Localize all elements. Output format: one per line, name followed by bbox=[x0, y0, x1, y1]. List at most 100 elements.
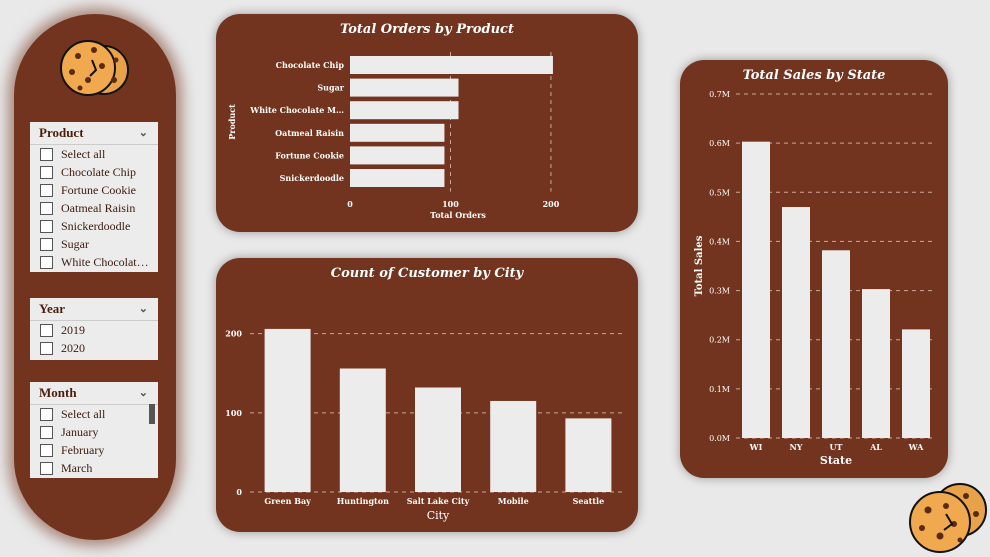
bar bbox=[350, 169, 445, 187]
bar bbox=[350, 123, 445, 142]
y-axis-label: Product bbox=[227, 104, 237, 140]
x-tick-label: 200 bbox=[543, 199, 560, 209]
category-label: AL bbox=[869, 442, 882, 452]
category-label: UT bbox=[830, 442, 843, 452]
checkbox-icon[interactable] bbox=[40, 147, 53, 161]
bar bbox=[264, 328, 311, 492]
bar bbox=[742, 141, 770, 438]
x-tick-label: 100 bbox=[442, 199, 459, 209]
month-slicer: Month ⌄ Select all January February Marc… bbox=[30, 382, 158, 478]
x-axis-label: Total Orders bbox=[430, 210, 486, 220]
category-label: White Chocolate M… bbox=[249, 105, 344, 115]
y-tick-label: 0 bbox=[236, 487, 242, 497]
bar bbox=[490, 400, 537, 492]
bar bbox=[350, 78, 459, 97]
x-axis-label: City bbox=[427, 509, 450, 522]
slicer-item-january[interactable]: January bbox=[30, 423, 158, 441]
checkbox-icon[interactable] bbox=[40, 407, 53, 421]
year-slicer-title: Year bbox=[39, 301, 65, 316]
category-label: Salt Lake City bbox=[407, 496, 470, 506]
slicer-item-white-chocolate[interactable]: White Chocolat… bbox=[30, 253, 158, 271]
y-tick-label: 0.1M bbox=[709, 385, 730, 394]
bar bbox=[822, 250, 850, 438]
checkbox-icon[interactable] bbox=[40, 219, 53, 233]
sales-by-state-chart: 0.0M 0.1M 0.2M 0.3M 0.4M 0.5M 0.6M 0.7M WI NY UT AL… bbox=[694, 90, 936, 467]
category-label: Huntington bbox=[337, 496, 389, 506]
checkbox-icon[interactable] bbox=[40, 341, 53, 355]
chart-title: Count of Customer by City bbox=[330, 266, 524, 281]
product-slicer-title: Product bbox=[39, 125, 84, 140]
slicer-item-select-all[interactable]: Select all bbox=[30, 405, 158, 423]
checkbox-icon[interactable] bbox=[40, 201, 53, 215]
bar bbox=[862, 289, 890, 438]
chart-title: Total Sales by State bbox=[742, 68, 886, 83]
x-tick-label: 0 bbox=[347, 199, 353, 209]
slicer-item-oatmeal-raisin[interactable]: Oatmeal Raisin bbox=[30, 199, 158, 217]
year-slicer: Year ⌄ 2019 2020 bbox=[30, 298, 158, 360]
category-label: Mobile bbox=[498, 496, 529, 506]
y-tick-label: 100 bbox=[225, 408, 242, 418]
orders-by-product-panel: Total Orders by Product 0 100 200 Chocolate… bbox=[216, 14, 638, 232]
category-label: WI bbox=[749, 442, 763, 452]
slicer-item-snickerdoodle[interactable]: Snickerdoodle bbox=[30, 217, 158, 235]
slicer-scrollbar[interactable] bbox=[149, 404, 155, 424]
category-label: Snickerdoodle bbox=[280, 173, 344, 183]
slicer-item-march[interactable]: March bbox=[30, 459, 158, 477]
y-axis-label: Total Sales bbox=[694, 235, 705, 296]
checkbox-icon[interactable] bbox=[40, 165, 53, 179]
month-slicer-title: Month bbox=[39, 385, 77, 400]
slicer-item-select-all[interactable]: Select all bbox=[30, 145, 158, 163]
category-label: Fortune Cookie bbox=[275, 150, 344, 160]
chevron-down-icon[interactable]: ⌄ bbox=[138, 303, 148, 315]
category-label: NY bbox=[789, 442, 802, 452]
y-tick-label: 0.2M bbox=[709, 336, 730, 345]
y-tick-label: 0.5M bbox=[709, 188, 730, 197]
category-label: Seattle bbox=[573, 496, 605, 506]
slicer-item-fortune-cookie[interactable]: Fortune Cookie bbox=[30, 181, 158, 199]
year-slicer-header[interactable]: Year ⌄ bbox=[30, 298, 158, 321]
chart-title: Total Orders by Product bbox=[340, 22, 514, 37]
category-label: Sugar bbox=[317, 83, 344, 93]
slicer-item-february[interactable]: February bbox=[30, 441, 158, 459]
x-axis-label: State bbox=[820, 454, 852, 467]
product-slicer: Product ⌄ Select all Chocolate Chip Fort… bbox=[30, 122, 158, 272]
category-label: Chocolate Chip bbox=[276, 60, 345, 70]
y-tick-label: 0.7M bbox=[709, 90, 730, 99]
bar bbox=[350, 146, 445, 165]
checkbox-icon[interactable] bbox=[40, 443, 53, 457]
slicer-item-2019[interactable]: 2019 bbox=[30, 321, 158, 339]
bar bbox=[415, 387, 461, 492]
bar bbox=[565, 418, 612, 492]
slicer-item-chocolate-chip[interactable]: Chocolate Chip bbox=[30, 163, 158, 181]
bar bbox=[350, 101, 459, 120]
customers-by-city-chart: 0 100 200 Green Bay Huntington Salt Lake City… bbox=[225, 328, 626, 522]
y-tick-label: 0.3M bbox=[709, 287, 730, 296]
bar bbox=[350, 56, 553, 74]
bar bbox=[782, 207, 810, 438]
checkbox-icon[interactable] bbox=[40, 237, 53, 251]
checkbox-icon[interactable] bbox=[40, 425, 53, 439]
checkbox-icon[interactable] bbox=[40, 183, 53, 197]
checkbox-icon[interactable] bbox=[40, 323, 53, 337]
chevron-down-icon[interactable]: ⌄ bbox=[138, 127, 148, 139]
checkbox-icon[interactable] bbox=[40, 461, 53, 475]
checkbox-icon[interactable] bbox=[40, 255, 53, 269]
y-tick-label: 200 bbox=[225, 329, 242, 339]
sales-by-state-panel: Total Sales by State 0.0M 0.1M 0.2M 0.3M 0.4… bbox=[680, 60, 948, 478]
chevron-down-icon[interactable]: ⌄ bbox=[138, 387, 148, 399]
bar bbox=[902, 329, 930, 438]
y-tick-label: 0.6M bbox=[709, 139, 730, 148]
cookie-icon bbox=[60, 40, 129, 96]
slicer-item-2020[interactable]: 2020 bbox=[30, 339, 158, 357]
bar bbox=[339, 368, 386, 492]
month-slicer-header[interactable]: Month ⌄ bbox=[30, 382, 158, 405]
slicer-item-sugar[interactable]: Sugar bbox=[30, 235, 158, 253]
orders-by-product-chart: 0 100 200 Chocolate Chip Sugar White Chocolat… bbox=[227, 52, 560, 220]
category-label: Green Bay bbox=[264, 496, 311, 506]
product-slicer-header[interactable]: Product ⌄ bbox=[30, 122, 158, 145]
cookie-icon bbox=[909, 483, 987, 553]
customers-by-city-panel: Count of Customer by City 0 100 200 Green B… bbox=[216, 258, 638, 532]
category-label: Oatmeal Raisin bbox=[275, 128, 344, 138]
y-tick-label: 0.4M bbox=[709, 237, 730, 246]
category-label: WA bbox=[908, 442, 924, 452]
